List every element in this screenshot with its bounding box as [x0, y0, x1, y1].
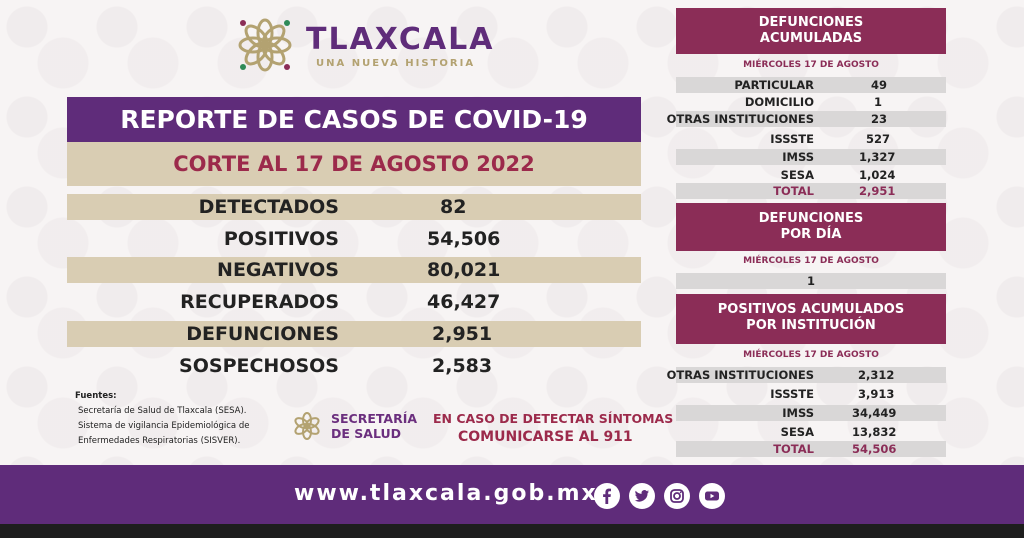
footer-strip	[0, 524, 1024, 538]
positivos-institucion-header: POSITIVOS ACUMULADOS POR INSTITUCIÓN	[676, 294, 946, 344]
sources-block: Fuentes: Secretaría de Salud de Tlaxcala…	[75, 389, 249, 449]
stat-row-negativos: NEGATIVOS 80,021	[67, 257, 641, 283]
row-label: PARTICULAR	[734, 78, 814, 92]
instagram-icon[interactable]	[664, 483, 690, 509]
source-line: Secretaría de Salud de Tlaxcala (SESA).	[78, 406, 247, 416]
stat-value: 82	[440, 196, 467, 218]
source-line: Sistema de vigilancia Epidemiológica de	[78, 421, 250, 431]
report-title: REPORTE DE CASOS DE COVID-19	[67, 97, 641, 142]
stat-value: 2,583	[432, 355, 493, 377]
brand-subtitle: UNA NUEVA HISTORIA	[316, 58, 476, 69]
total-value: 54,506	[852, 442, 897, 456]
stat-label: NEGATIVOS	[217, 259, 339, 281]
row-label: SESA	[780, 168, 814, 182]
row-value: 1,024	[859, 168, 896, 182]
defunciones-row: DOMICILIO 1	[676, 94, 946, 110]
total-label: TOTAL	[773, 442, 814, 456]
stat-value: 54,506	[427, 228, 501, 250]
row-value: 13,832	[852, 425, 897, 439]
defunciones-acumuladas-date: MIÉRCOLES 17 DE AGOSTO	[743, 60, 879, 70]
row-value: 49	[871, 78, 888, 92]
row-value: 3,913	[858, 387, 895, 401]
defunciones-dia-date: MIÉRCOLES 17 DE AGOSTO	[743, 256, 879, 266]
facebook-icon[interactable]	[594, 483, 620, 509]
row-label: ISSSTE	[770, 387, 814, 401]
stat-value: 46,427	[427, 291, 501, 313]
stat-row-positivos: POSITIVOS 54,506	[67, 226, 641, 252]
row-value: 1	[874, 95, 883, 109]
row-label: IMSS	[782, 406, 814, 420]
website-link[interactable]: www.tlaxcala.gob.mx	[294, 481, 598, 506]
total-value: 2,951	[859, 184, 896, 198]
header-line1: POSITIVOS ACUMULADOS	[717, 302, 905, 317]
header-line2: POR INSTITUCIÓN	[746, 318, 876, 333]
stat-label: DETECTADOS	[198, 196, 339, 218]
stat-label: DEFUNCIONES	[186, 323, 339, 345]
row-label: SESA	[780, 425, 814, 439]
row-label: IMSS	[782, 150, 814, 164]
youtube-icon[interactable]	[699, 483, 725, 509]
call-911-notice: COMUNICARSE AL 911	[458, 429, 633, 445]
defunciones-acumuladas-header: DEFUNCIONES ACUMULADAS	[676, 8, 946, 54]
defunciones-dia-header: DEFUNCIONES POR DÍA	[676, 203, 946, 251]
positivos-row: OTRAS INSTITUCIONES 2,312	[667, 367, 946, 383]
positivos-row: ISSSTE 3,913	[676, 386, 946, 402]
header-line2: POR DÍA	[780, 227, 842, 242]
defunciones-dia-value: 1	[806, 274, 815, 288]
row-value: 527	[866, 132, 891, 146]
secretaria-line1: SECRETARÍA	[331, 411, 418, 426]
stat-row-defunciones: DEFUNCIONES 2,951	[67, 321, 641, 347]
header-line2: ACUMULADAS	[759, 31, 863, 46]
stat-label: RECUPERADOS	[180, 291, 339, 313]
row-label: OTRAS INSTITUCIONES	[666, 112, 814, 126]
positivos-row: IMSS 34,449	[676, 405, 946, 421]
symptoms-notice: EN CASO DE DETECTAR SÍNTOMAS	[433, 411, 674, 426]
header-line1: DEFUNCIONES	[758, 15, 864, 30]
stat-value: 80,021	[427, 259, 501, 281]
report-cutoff-date: CORTE AL 17 DE AGOSTO 2022	[67, 142, 641, 186]
stat-label: POSITIVOS	[223, 228, 339, 250]
defunciones-row: SESA 1,024	[676, 167, 946, 183]
defunciones-row: PARTICULAR 49	[676, 77, 946, 93]
twitter-icon[interactable]	[629, 483, 655, 509]
stat-value: 2,951	[432, 323, 493, 345]
row-value: 34,449	[852, 406, 897, 420]
stat-row-recuperados: RECUPERADOS 46,427	[67, 289, 641, 315]
total-label: TOTAL	[773, 184, 814, 198]
positivos-total-row: TOTAL 54,506	[676, 441, 946, 457]
stat-row-sospechosos: SOSPECHOSOS 2,583	[67, 353, 641, 379]
positivos-institucion-date: MIÉRCOLES 17 DE AGOSTO	[743, 350, 879, 360]
defunciones-row: IMSS 1,327	[676, 149, 946, 165]
row-label: OTRAS INSTITUCIONES	[666, 368, 814, 382]
defunciones-row: OTRAS INSTITUCIONES 23	[667, 111, 946, 127]
sources-heading: Fuentes:	[75, 391, 117, 401]
secretaria-salud-logo-icon	[294, 412, 320, 440]
tlaxcala-flower-logo-icon	[238, 18, 292, 72]
row-value: 23	[871, 112, 888, 126]
row-value: 1,327	[859, 150, 896, 164]
stat-row-detectados: DETECTADOS 82	[67, 194, 641, 220]
defunciones-total-row: TOTAL 2,951	[676, 183, 946, 199]
row-label: ISSSTE	[770, 132, 814, 146]
header-line1: DEFUNCIONES	[758, 211, 864, 226]
defunciones-dia-row: 1	[676, 273, 946, 289]
row-value: 2,312	[858, 368, 895, 382]
secretaria-salud-label: SECRETARÍA DE SALUD	[331, 411, 417, 441]
row-label: DOMICILIO	[744, 95, 814, 109]
brand-title: TLAXCALA	[306, 22, 495, 57]
source-line: Enfermedades Respiratorias (SISVER).	[78, 436, 241, 446]
defunciones-row: ISSSTE 527	[676, 131, 946, 147]
positivos-row: SESA 13,832	[676, 424, 946, 440]
secretaria-line2: DE SALUD	[331, 426, 401, 441]
stat-label: SOSPECHOSOS	[179, 355, 339, 377]
